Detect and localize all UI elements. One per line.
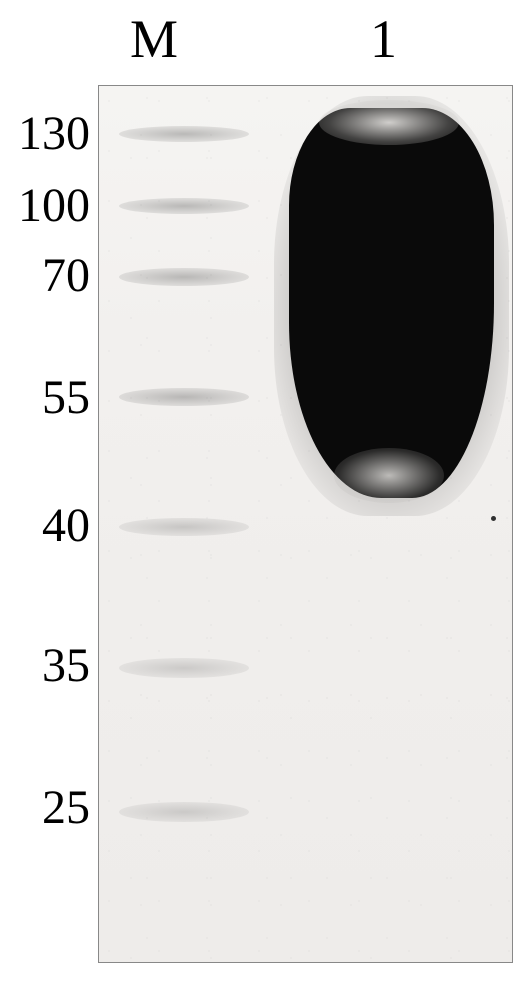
ladder-band-55 xyxy=(119,388,249,406)
ladder-band-70 xyxy=(119,268,249,286)
lane-header-sample1: 1 xyxy=(370,8,397,70)
marker-labels-column: 130 100 70 55 40 35 25 xyxy=(0,0,95,1000)
ladder-band-35 xyxy=(119,658,249,678)
marker-label-130: 130 xyxy=(0,106,90,161)
ladder-band-25 xyxy=(119,802,249,822)
blot-membrane xyxy=(98,85,513,963)
artifact-speck xyxy=(491,516,496,521)
marker-label-35: 35 xyxy=(0,638,90,693)
marker-label-100: 100 xyxy=(0,178,90,233)
ladder-band-100 xyxy=(119,198,249,214)
marker-label-25: 25 xyxy=(0,780,90,835)
ladder-band-40 xyxy=(119,518,249,536)
ladder-lane xyxy=(119,86,249,962)
marker-label-55: 55 xyxy=(0,370,90,425)
main-signal-band xyxy=(289,108,494,498)
lane-header-marker: M xyxy=(130,8,178,70)
marker-label-70: 70 xyxy=(0,248,90,303)
sample-lane-1 xyxy=(299,86,499,962)
figure-container: M 1 130 100 70 55 40 35 25 xyxy=(0,0,521,1000)
marker-label-40: 40 xyxy=(0,498,90,553)
ladder-band-130 xyxy=(119,126,249,142)
